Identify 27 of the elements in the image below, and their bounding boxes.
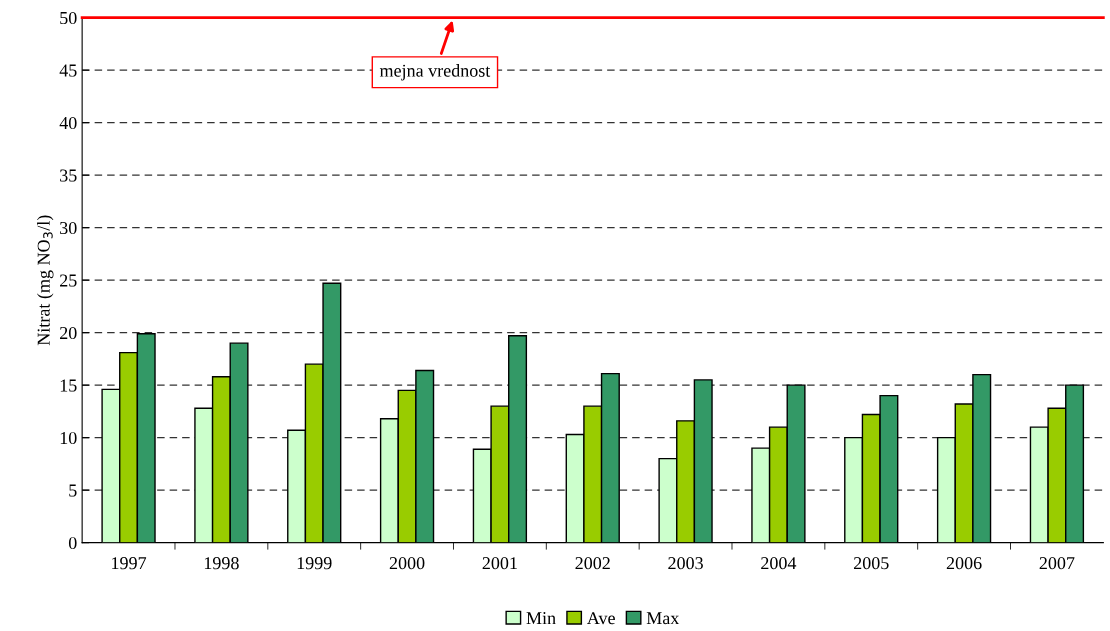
y-tick-label: 10 bbox=[60, 431, 77, 445]
y-tick-label: 20 bbox=[60, 326, 77, 340]
x-tick-label: 1997 bbox=[112, 557, 147, 570]
y-axis-title: Nitrat (mg NO$_{3}$/l) bbox=[37, 215, 54, 346]
x-tick-label: 2007 bbox=[1039, 557, 1075, 570]
y-tick-label: 40 bbox=[59, 116, 77, 130]
y-tick-label: 45 bbox=[59, 64, 77, 77]
y-tick-label: 5 bbox=[69, 484, 77, 497]
x-tick-label: 2006 bbox=[946, 557, 982, 570]
x-tick-label: 1999 bbox=[297, 557, 332, 570]
x-tick-label: 2002 bbox=[575, 557, 610, 570]
y-tick-label: 15 bbox=[60, 379, 77, 392]
ref-line-label: mejna vrednost bbox=[379, 64, 491, 81]
x-tick-label: 2000 bbox=[389, 557, 425, 570]
y-tick-label: 35 bbox=[60, 169, 77, 182]
legend-label: Ave bbox=[586, 612, 615, 625]
x-tick-label: 2003 bbox=[668, 557, 703, 570]
x-tick-label: 2005 bbox=[853, 557, 889, 570]
legend-label: Min bbox=[526, 612, 556, 625]
y-tick-label: 25 bbox=[60, 274, 77, 287]
x-tick-label: 1998 bbox=[204, 557, 239, 570]
y-tick-label: 30 bbox=[60, 221, 77, 235]
legend-label: Max bbox=[646, 612, 680, 625]
x-tick-label: 2001 bbox=[482, 557, 517, 570]
y-tick-label: 50 bbox=[60, 11, 77, 25]
x-tick-label: 2004 bbox=[761, 557, 797, 570]
y-tick-label: 0 bbox=[68, 536, 77, 550]
